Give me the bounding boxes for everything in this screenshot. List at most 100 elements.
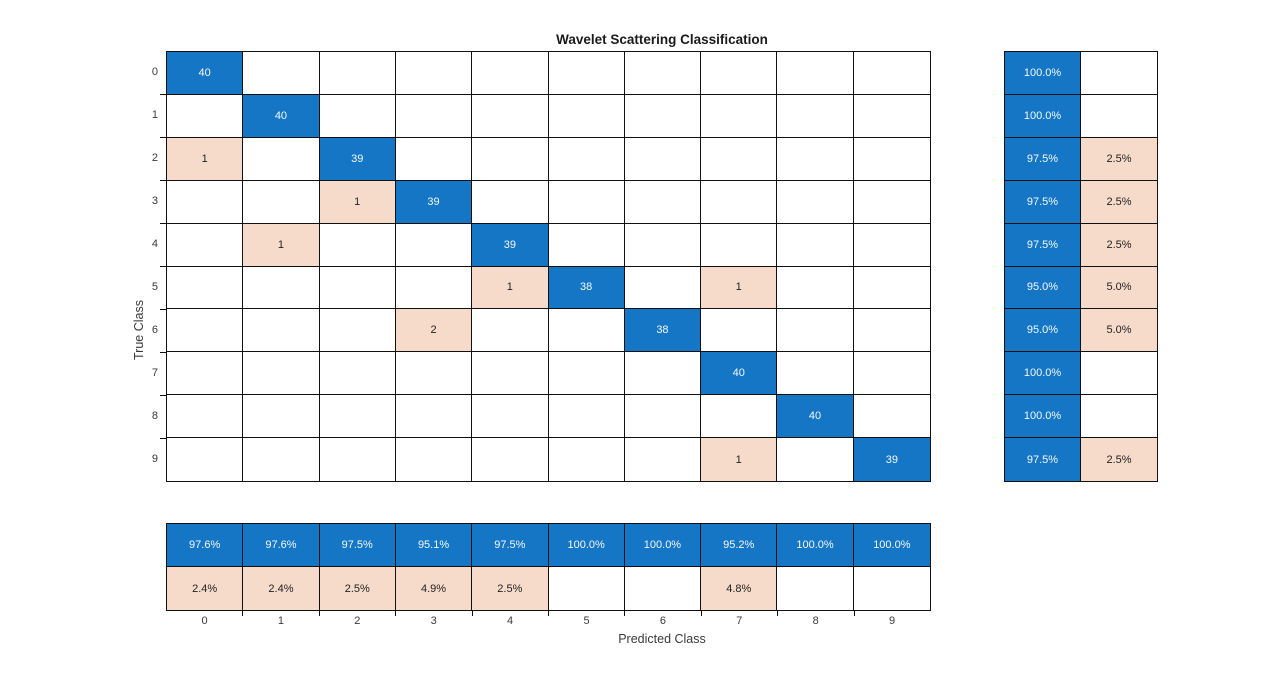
matrix-cell: [167, 266, 244, 310]
matrix-cell: [624, 395, 702, 439]
col-label: 9: [889, 615, 896, 627]
x-axis-tick: [777, 611, 779, 616]
x-axis-tick: [471, 611, 473, 616]
matrix-cell: [548, 309, 625, 353]
matrix-cell: [319, 94, 396, 138]
y-axis-tick: [160, 223, 166, 224]
y-axis-tick: [160, 395, 166, 396]
matrix-cell: [624, 94, 702, 138]
row-summary-correct-cell: 100.0%: [1005, 52, 1081, 95]
matrix-cell: 1: [472, 266, 549, 310]
row-label: 6: [151, 324, 158, 336]
y-axis-tick: [160, 266, 166, 267]
matrix-cell: [472, 309, 549, 353]
matrix-cell: [243, 309, 320, 353]
matrix-cell: [472, 52, 549, 95]
matrix-cell: [243, 352, 320, 396]
row-summary-incorrect-cell: [1081, 395, 1157, 439]
matrix-cell: [777, 223, 854, 267]
x-axis-tick: [548, 611, 549, 616]
col-summary-incorrect-cell: 4.8%: [701, 567, 778, 610]
col-label: 7: [736, 615, 743, 627]
matrix-cell: [701, 180, 778, 224]
row-summary-correct-cell: 97.5%: [1005, 223, 1081, 267]
matrix-cell: [777, 352, 854, 396]
matrix-cell: [167, 395, 244, 439]
matrix-cell: [319, 395, 396, 439]
matrix-cell: 40: [701, 352, 778, 396]
matrix-cell: [701, 395, 778, 439]
matrix-cell: [548, 438, 625, 481]
matrix-cell: [319, 266, 396, 310]
col-summary-incorrect-cell: 2.4%: [243, 567, 320, 610]
row-summary-incorrect-cell: 2.5%: [1081, 137, 1157, 181]
matrix-cell: 40: [243, 94, 320, 138]
col-summary-incorrect-cell: [777, 567, 854, 610]
matrix-cell: [777, 266, 854, 310]
col-summary-correct-cell: 97.5%: [319, 524, 396, 567]
matrix-cell: [777, 180, 854, 224]
y-axis-tick: [160, 180, 166, 181]
x-axis-tick: [242, 611, 244, 616]
matrix-cell: [701, 223, 778, 267]
col-label: 4: [507, 615, 514, 627]
matrix-cell: [853, 52, 930, 95]
matrix-cell: [624, 137, 702, 181]
matrix-cell: [701, 94, 778, 138]
y-axis-tick: [160, 352, 166, 353]
matrix-cell: [472, 352, 549, 396]
row-summary-incorrect-cell: [1081, 352, 1157, 396]
matrix-cell: [624, 223, 702, 267]
matrix-cell: [395, 438, 473, 481]
row-summary-correct-cell: 97.5%: [1005, 438, 1081, 481]
row-summary-correct-cell: 100.0%: [1005, 395, 1081, 439]
col-summary-correct-cell: 100.0%: [777, 524, 854, 567]
matrix-cell: 39: [853, 438, 930, 481]
col-summary-correct-cell: 100.0%: [853, 524, 930, 567]
matrix-cell: 1: [319, 180, 396, 224]
col-summary-correct-cell: 100.0%: [548, 524, 625, 567]
row-label: 7: [151, 367, 158, 379]
col-label: 2: [354, 615, 361, 627]
col-label: 3: [430, 615, 437, 627]
col-summary-incorrect-cell: 4.9%: [395, 567, 473, 610]
matrix-cell: [319, 438, 396, 481]
col-summary-incorrect-cell: [548, 567, 625, 610]
matrix-cell: [319, 309, 396, 353]
matrix-cell: [243, 438, 320, 481]
matrix-cell: [777, 52, 854, 95]
row-summary-correct-cell: 97.5%: [1005, 180, 1081, 224]
col-label: 6: [659, 615, 666, 627]
matrix-cell: [701, 309, 778, 353]
matrix-cell: [395, 94, 473, 138]
matrix-cell: [777, 94, 854, 138]
matrix-cell: [624, 180, 702, 224]
matrix-cell: [167, 180, 244, 224]
matrix-cell: [548, 180, 625, 224]
x-axis-label: Predicted Class: [618, 632, 706, 646]
matrix-cell: 38: [624, 309, 702, 353]
matrix-cell: [853, 94, 930, 138]
col-summary-correct-cell: 97.6%: [167, 524, 244, 567]
col-summary-correct-cell: 97.5%: [472, 524, 549, 567]
matrix-cell: [853, 309, 930, 353]
row-label: 8: [151, 410, 158, 422]
matrix-cell: [243, 52, 320, 95]
y-axis-tick: [160, 94, 166, 95]
matrix-cell: 40: [167, 52, 244, 95]
matrix-cell: [167, 352, 244, 396]
x-axis-tick: [700, 611, 702, 616]
row-label: 9: [151, 453, 158, 465]
matrix-cell: [548, 52, 625, 95]
matrix-cell: [319, 52, 396, 95]
matrix-cell: [853, 266, 930, 310]
matrix-cell: [548, 223, 625, 267]
row-label: 2: [151, 152, 158, 164]
matrix-cell: [167, 94, 244, 138]
matrix-cell: [624, 266, 702, 310]
column-summary-grid: 97.6% 97.6% 97.5% 95.1% 97.5% 100.0% 100.0% 95.…: [166, 523, 931, 611]
row-summary-correct-cell: 97.5%: [1005, 137, 1081, 181]
row-summary-incorrect-cell: [1081, 94, 1157, 138]
matrix-cell: [853, 137, 930, 181]
